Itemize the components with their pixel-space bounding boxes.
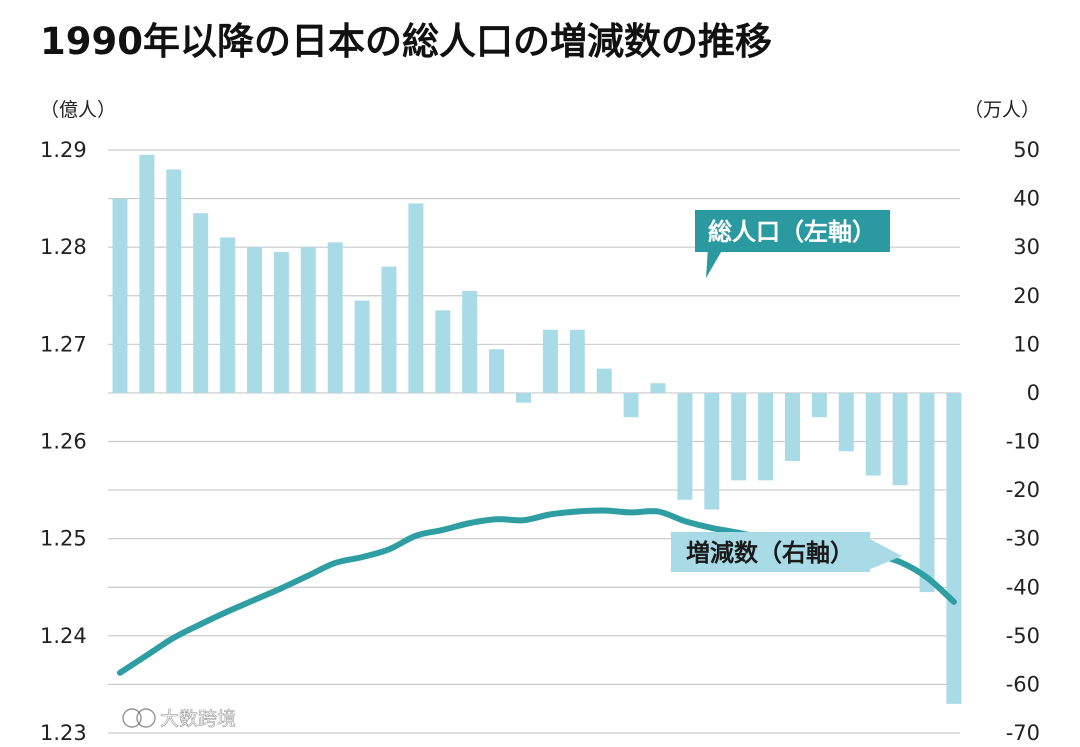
- bar: [542, 329, 558, 393]
- left-axis-ticks: 1.29 1.28 1.27 1.26 1.25 1.24 1.23: [40, 138, 87, 745]
- chart-title: 1990年以降の日本の総人口の増減数の推移: [40, 20, 772, 63]
- bar: [919, 392, 935, 593]
- line-callout-pointer: [706, 247, 724, 278]
- bar: [489, 349, 505, 393]
- bar: [139, 154, 155, 393]
- bar: [838, 392, 854, 452]
- bar: [865, 392, 881, 476]
- watermark-logo-icon: [122, 708, 142, 728]
- line-callout-box: [695, 210, 890, 252]
- right-tick-label: 40: [1013, 187, 1040, 211]
- bar-callout-box: [671, 532, 870, 572]
- bar: [650, 383, 666, 393]
- right-tick-label: -50: [1006, 624, 1040, 648]
- watermark: 大数跨境: [122, 708, 236, 730]
- left-tick-label: 1.25: [40, 527, 87, 551]
- line-callout: 総人口（左軸）: [695, 210, 890, 278]
- line-callout-label: 総人口（左軸）: [708, 218, 876, 246]
- watermark-text: 大数跨境: [160, 708, 236, 730]
- right-tick-label: -70: [1006, 721, 1040, 745]
- bar: [247, 247, 262, 393]
- bar: [758, 392, 774, 481]
- bar: [623, 392, 639, 418]
- right-tick-label: -30: [1006, 527, 1040, 551]
- left-tick-label: 1.27: [40, 332, 87, 356]
- right-tick-label: 10: [1013, 332, 1040, 356]
- bar-series: [112, 154, 962, 704]
- left-axis-unit: （億人）: [40, 99, 116, 121]
- bar: [516, 392, 531, 403]
- right-tick-label: -40: [1006, 575, 1040, 599]
- left-tick-label: 1.28: [40, 235, 87, 259]
- right-tick-label: 0: [1027, 381, 1040, 405]
- bar: [811, 392, 827, 418]
- bar-callout-label: 増減数（右軸）: [686, 539, 854, 567]
- bar: [731, 392, 747, 481]
- bar-callout-pointer: [868, 538, 902, 570]
- left-tick-label: 1.29: [40, 138, 87, 162]
- bar: [704, 392, 720, 510]
- right-tick-label: 20: [1013, 284, 1040, 308]
- right-tick-label: -20: [1006, 478, 1040, 502]
- bar: [327, 242, 343, 393]
- bar: [408, 203, 424, 393]
- left-tick-label: 1.23: [40, 721, 87, 745]
- right-tick-label: 30: [1013, 235, 1040, 259]
- right-axis-unit: （万人）: [964, 99, 1040, 121]
- left-tick-label: 1.26: [40, 430, 87, 454]
- bar: [462, 290, 478, 393]
- bar: [892, 392, 908, 486]
- bar: [220, 237, 236, 393]
- bar: [569, 329, 585, 393]
- right-tick-label: -10: [1006, 430, 1040, 454]
- right-tick-label: -60: [1006, 672, 1040, 696]
- watermark-logo-icon-2: [136, 708, 156, 728]
- bar: [677, 392, 693, 500]
- bar: [354, 300, 370, 393]
- bar: [785, 392, 800, 461]
- bar: [300, 247, 316, 393]
- right-tick-label: 50: [1013, 138, 1040, 162]
- bar-callout: 増減数（右軸）: [671, 532, 902, 572]
- bar: [193, 213, 209, 393]
- bar: [435, 310, 451, 393]
- bar: [381, 266, 397, 393]
- bar: [946, 392, 962, 704]
- right-axis-ticks: 50 40 30 20 10 0 -10 -20 -30 -40 -50 -60 -70: [1006, 138, 1040, 745]
- left-tick-label: 1.24: [40, 624, 87, 648]
- bar: [596, 368, 612, 393]
- bar: [166, 169, 182, 393]
- bar: [273, 252, 289, 393]
- bar: [112, 198, 128, 393]
